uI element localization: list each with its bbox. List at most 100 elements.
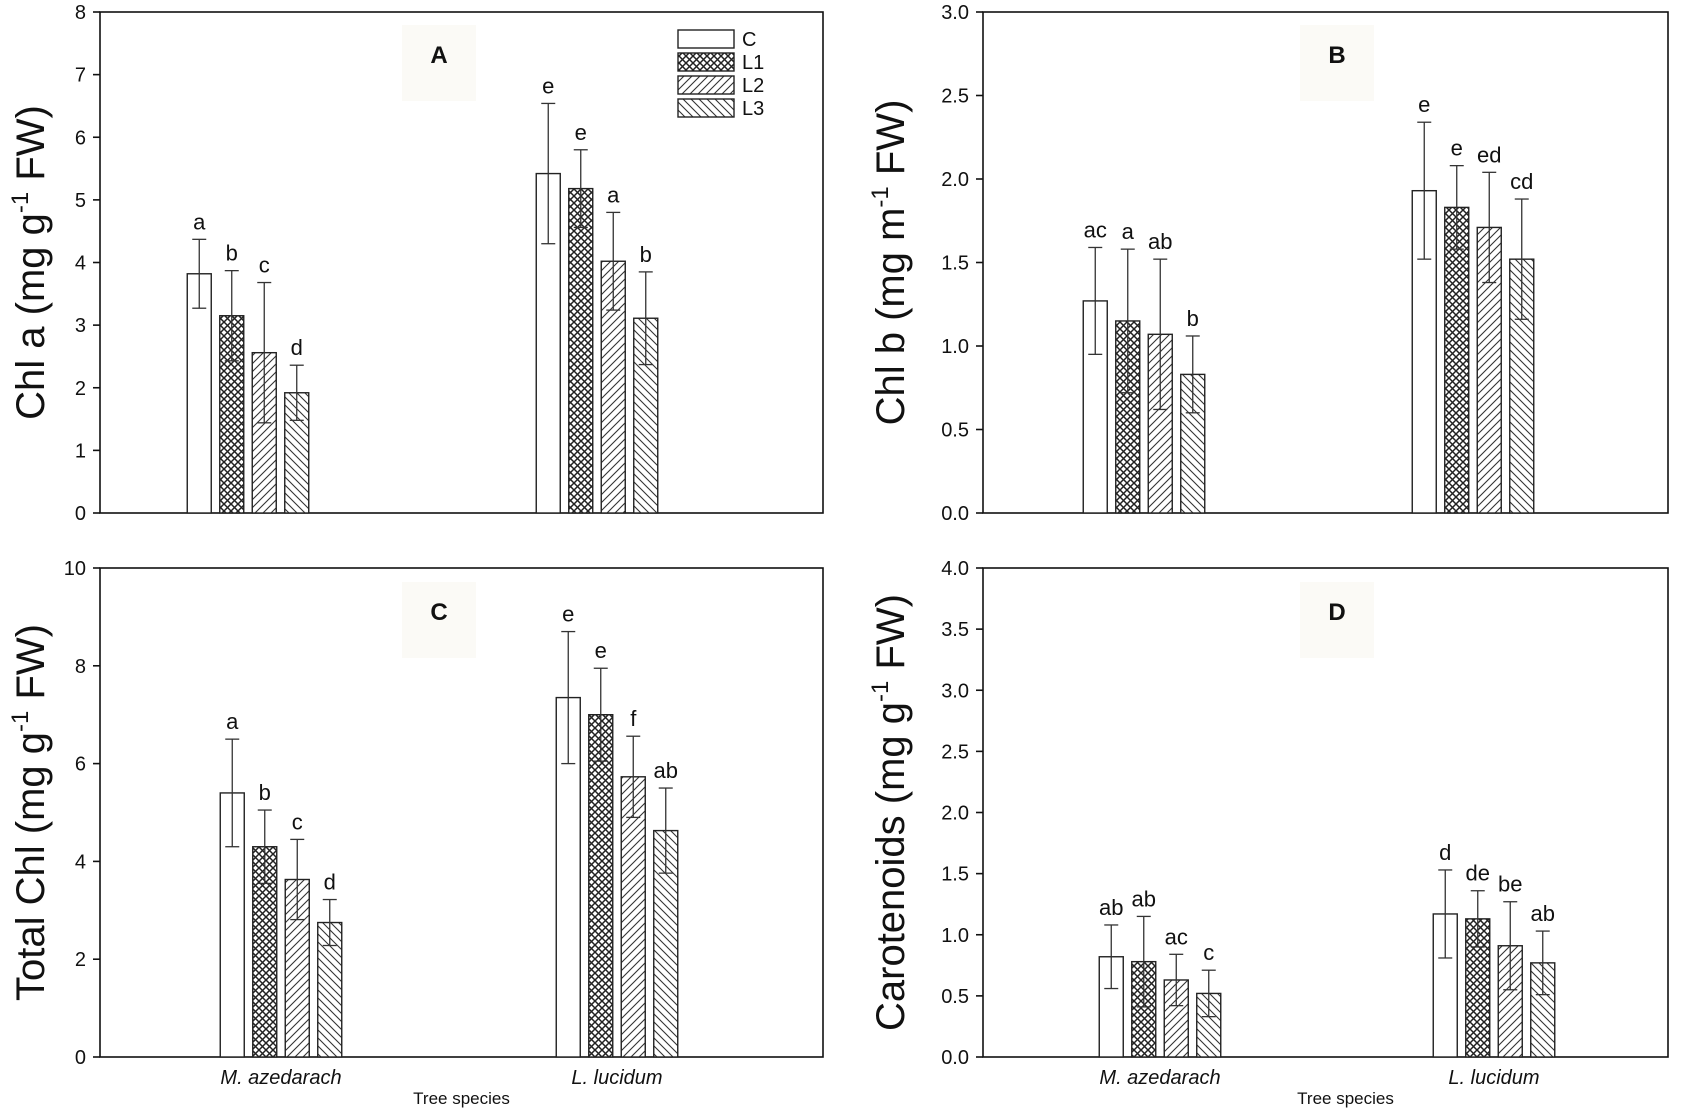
- x-category-label: L. lucidum: [571, 1067, 662, 1089]
- y-tick-label: 1.0: [941, 925, 969, 947]
- legend-swatch-l2: [677, 75, 735, 95]
- significance-letter: e: [562, 602, 574, 627]
- significance-letter: a: [226, 709, 239, 734]
- y-tick-label: 8: [75, 656, 86, 678]
- y-tick-label: 4: [75, 253, 86, 275]
- panel-label-bg: [402, 582, 476, 658]
- y-tick-label: 5: [75, 190, 86, 212]
- y-tick-label: 6: [75, 754, 86, 776]
- y-tick-label: 2.5: [941, 741, 969, 763]
- legend-label: L3: [742, 98, 764, 120]
- significance-letter: be: [1498, 872, 1522, 897]
- x-axis-title: Tree species: [413, 1089, 510, 1108]
- significance-letter: a: [193, 209, 206, 234]
- legend-swatch-l3: [677, 98, 735, 118]
- y-tick-label: 3.5: [941, 619, 969, 641]
- y-tick-label: 1.0: [941, 336, 969, 358]
- significance-letter: cd: [1510, 169, 1533, 194]
- y-tick-label: 10: [64, 558, 86, 580]
- y-tick-label: 0.5: [941, 420, 969, 442]
- bar-c-m-azedarach: [186, 273, 212, 514]
- y-tick-label: 2: [75, 949, 86, 971]
- significance-letter: a: [607, 182, 620, 207]
- y-axis-title: Total Chl (mg g-1 FW): [7, 624, 53, 1001]
- significance-letter: ac: [1084, 217, 1107, 242]
- bar-l1-l-lucidum: [588, 714, 614, 1058]
- y-tick-label: 0.5: [941, 986, 969, 1008]
- x-category-label: M. azedarach: [1099, 1067, 1220, 1089]
- significance-letter: c: [1203, 940, 1214, 965]
- significance-letter: d: [324, 870, 336, 895]
- y-tick-label: 7: [75, 65, 86, 87]
- significance-letter: e: [542, 73, 554, 98]
- legend-label: L1: [742, 52, 764, 74]
- significance-letter: e: [1418, 92, 1430, 117]
- significance-letter: d: [1439, 840, 1451, 865]
- significance-letter: ab: [1099, 895, 1123, 920]
- bar-l1-l-lucidum: [568, 187, 594, 514]
- panel-d: 0.0 0.5 1.0 1.5 2.0 2.5 3.0 3.5 4.0 Carotenoids (…: [867, 558, 1669, 1108]
- y-tick-label: 0: [75, 503, 86, 525]
- y-tick-label: 2: [75, 378, 86, 400]
- y-tick-label: 4.0: [941, 558, 969, 580]
- significance-letter: e: [1451, 136, 1463, 161]
- y-axis-title: Chl a (mg g-1 FW): [7, 105, 53, 420]
- bar-c-m-azedarach: [1082, 300, 1108, 514]
- significance-letter: e: [595, 638, 607, 663]
- y-tick-label: 2.5: [941, 86, 969, 108]
- panel-label-bg: [1300, 25, 1374, 101]
- legend-swatch-c: [677, 29, 735, 49]
- legend-swatch-l1: [677, 52, 735, 72]
- bar-l1-l-lucidum: [1444, 206, 1470, 514]
- y-tick-label: 2.0: [941, 803, 969, 825]
- y-tick-label: 3.0: [941, 680, 969, 702]
- significance-letter: d: [291, 335, 303, 360]
- x-category-label: L. lucidum: [1448, 1067, 1539, 1089]
- panel-label: C: [430, 599, 447, 626]
- y-tick-label: 0.0: [941, 1047, 969, 1069]
- panel-label: B: [1328, 42, 1345, 69]
- significance-letter: c: [292, 809, 303, 834]
- bar-l2-l-lucidum: [620, 776, 646, 1058]
- panel-label-bg: [402, 25, 476, 101]
- significance-letter: ab: [1132, 886, 1156, 911]
- x-category-label: M. azedarach: [220, 1067, 341, 1089]
- y-tick-label: 0: [75, 1047, 86, 1069]
- y-tick-label: 6: [75, 127, 86, 149]
- y-tick-label: 8: [75, 2, 86, 24]
- y-tick-label: 1.5: [941, 864, 969, 886]
- significance-letter: ab: [1531, 901, 1555, 926]
- y-tick-label: 1: [75, 440, 86, 462]
- y-tick-label: 3.0: [941, 2, 969, 24]
- significance-letter: ac: [1165, 924, 1188, 949]
- y-tick-label: 4: [75, 851, 86, 873]
- legend-label: C: [742, 29, 756, 51]
- y-tick-label: 1.5: [941, 253, 969, 275]
- x-axis-title: Tree species: [1297, 1089, 1394, 1108]
- panel-label: D: [1328, 599, 1345, 626]
- y-tick-label: 3: [75, 315, 86, 337]
- significance-letter: ab: [654, 758, 678, 783]
- y-axis-title: Carotenoids (mg g-1 FW): [867, 594, 913, 1031]
- significance-letter: de: [1466, 861, 1490, 886]
- y-tick-label: 2.0: [941, 169, 969, 191]
- panel-label: A: [430, 42, 447, 69]
- y-tick-label: 0.0: [941, 503, 969, 525]
- significance-letter: c: [259, 253, 270, 278]
- legend-label: L2: [742, 75, 764, 97]
- significance-letter: b: [226, 241, 238, 266]
- y-axis-title: Chl b (mg m-1 FW): [867, 100, 913, 426]
- significance-letter: b: [259, 780, 271, 805]
- significance-letter: a: [1122, 219, 1135, 244]
- significance-letter: b: [1187, 306, 1199, 331]
- panel-label-bg: [1300, 582, 1374, 658]
- significance-letter: ab: [1148, 229, 1172, 254]
- significance-letter: b: [640, 242, 652, 267]
- plot-frame: [99, 567, 824, 1058]
- significance-letter: e: [575, 120, 587, 145]
